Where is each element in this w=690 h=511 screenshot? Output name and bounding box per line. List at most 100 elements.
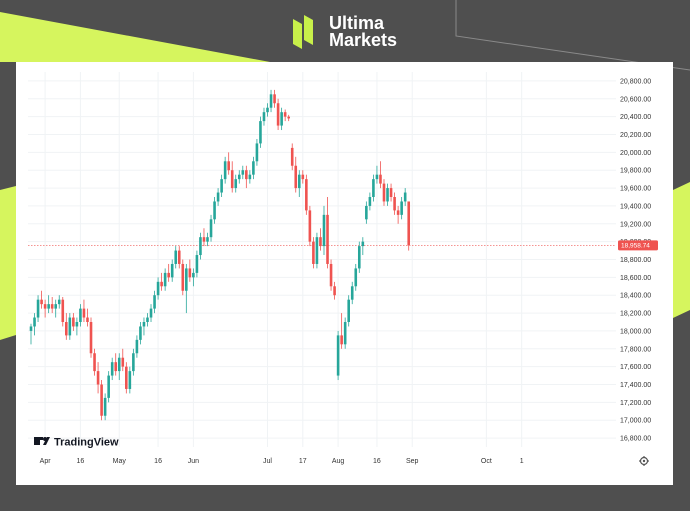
candle-body	[403, 192, 407, 202]
candle-body	[107, 375, 110, 398]
candle	[202, 228, 206, 247]
candle	[206, 232, 209, 247]
candle	[329, 259, 333, 291]
candle-body	[153, 295, 156, 309]
candle	[297, 170, 301, 197]
x-tick-label: Sep	[406, 458, 419, 465]
candle-body	[294, 165, 298, 189]
candle-body	[36, 299, 40, 318]
candle	[322, 205, 326, 256]
x-tick-label: 16	[154, 458, 162, 465]
candle-body	[117, 357, 121, 372]
tradingview-watermark: TradingView	[34, 437, 119, 449]
candle	[379, 161, 382, 189]
candle-body	[326, 214, 329, 264]
candle	[280, 107, 283, 131]
candle	[248, 170, 252, 184]
candle	[227, 152, 230, 175]
y-tick-label: 19,400.00	[620, 203, 651, 210]
candle	[237, 170, 241, 184]
candle-body	[156, 281, 160, 296]
candlestick-chart[interactable]: 20,800.00 20,600.00 20,400.00 20,200.00 20,0…	[16, 62, 673, 485]
candle-body	[280, 112, 283, 126]
candle	[185, 263, 188, 314]
candle	[125, 362, 128, 394]
candle	[142, 317, 146, 336]
decorative-line	[455, 0, 690, 71]
tradingview-label: TradingView	[54, 437, 119, 449]
candle-body	[262, 112, 266, 122]
candle	[188, 259, 192, 282]
candle-body	[43, 304, 47, 309]
candle-body	[241, 170, 245, 175]
candle-body	[96, 371, 100, 385]
candle	[29, 323, 33, 345]
candle	[357, 241, 361, 273]
candle	[396, 205, 400, 224]
candle	[103, 393, 107, 421]
candle	[57, 295, 61, 309]
candle-body	[192, 272, 195, 278]
candle-body	[227, 161, 230, 171]
candle	[199, 232, 202, 260]
candle-body	[195, 255, 199, 273]
y-tick-label: 20,800.00	[620, 78, 651, 85]
price-axis[interactable]: 20,800.00 20,600.00 20,400.00 20,200.00 20,0…	[620, 78, 651, 442]
candle-body	[216, 192, 220, 202]
candle	[312, 237, 315, 269]
y-tick-label: 17,400.00	[620, 382, 651, 389]
candle-body	[54, 304, 58, 309]
candle-body	[160, 281, 163, 287]
candle-body	[315, 237, 319, 264]
candle	[255, 138, 259, 166]
y-tick-label: 17,600.00	[620, 364, 651, 371]
candle	[117, 353, 121, 381]
candle-body	[79, 308, 82, 322]
candle-body	[139, 326, 142, 340]
candle-body	[230, 170, 234, 189]
candle-body	[213, 201, 216, 220]
y-tick-label: 20,200.00	[620, 132, 651, 139]
candle-body	[40, 299, 43, 305]
candle-body	[149, 308, 153, 318]
x-tick-label: 16	[373, 458, 381, 465]
candle-body	[110, 362, 114, 376]
candle-body	[386, 188, 389, 202]
y-tick-label: 20,600.00	[620, 96, 651, 103]
y-tick-label: 17,800.00	[620, 346, 651, 353]
accent-stripe-right	[673, 182, 690, 318]
gear-icon[interactable]	[639, 456, 649, 466]
x-tick-label: Jun	[188, 458, 199, 465]
candle-body	[389, 188, 393, 197]
y-tick-label: 18,400.00	[620, 293, 651, 300]
candle	[350, 281, 354, 305]
candle-body	[82, 308, 86, 318]
tradingview-logo-icon	[34, 437, 50, 445]
y-tick-label: 16,800.00	[620, 436, 651, 443]
candle	[336, 330, 340, 381]
candle	[177, 246, 181, 269]
candle-body	[57, 299, 61, 305]
candle-body	[89, 322, 93, 354]
candle-body	[336, 335, 340, 376]
candle	[72, 313, 75, 331]
candle	[33, 313, 36, 336]
candle	[393, 192, 396, 215]
candle-body	[347, 299, 350, 322]
candle-body	[128, 371, 132, 389]
x-tick-label: 1	[520, 458, 524, 465]
candle	[75, 317, 79, 336]
candle-body	[312, 241, 315, 264]
chart-grid	[28, 72, 616, 447]
candle	[181, 259, 185, 296]
candle	[354, 263, 358, 291]
candle-body	[135, 339, 139, 354]
brand-name-line1: Ultima	[329, 13, 385, 33]
candle-body	[188, 268, 192, 278]
time-axis[interactable]: Apr 16 May 16 Jun Jul 17 Aug 16 Sep Oct 1	[40, 458, 524, 465]
candle	[361, 237, 365, 256]
x-tick-label: May	[113, 458, 127, 465]
candle	[36, 295, 40, 322]
candle-body	[132, 353, 135, 372]
